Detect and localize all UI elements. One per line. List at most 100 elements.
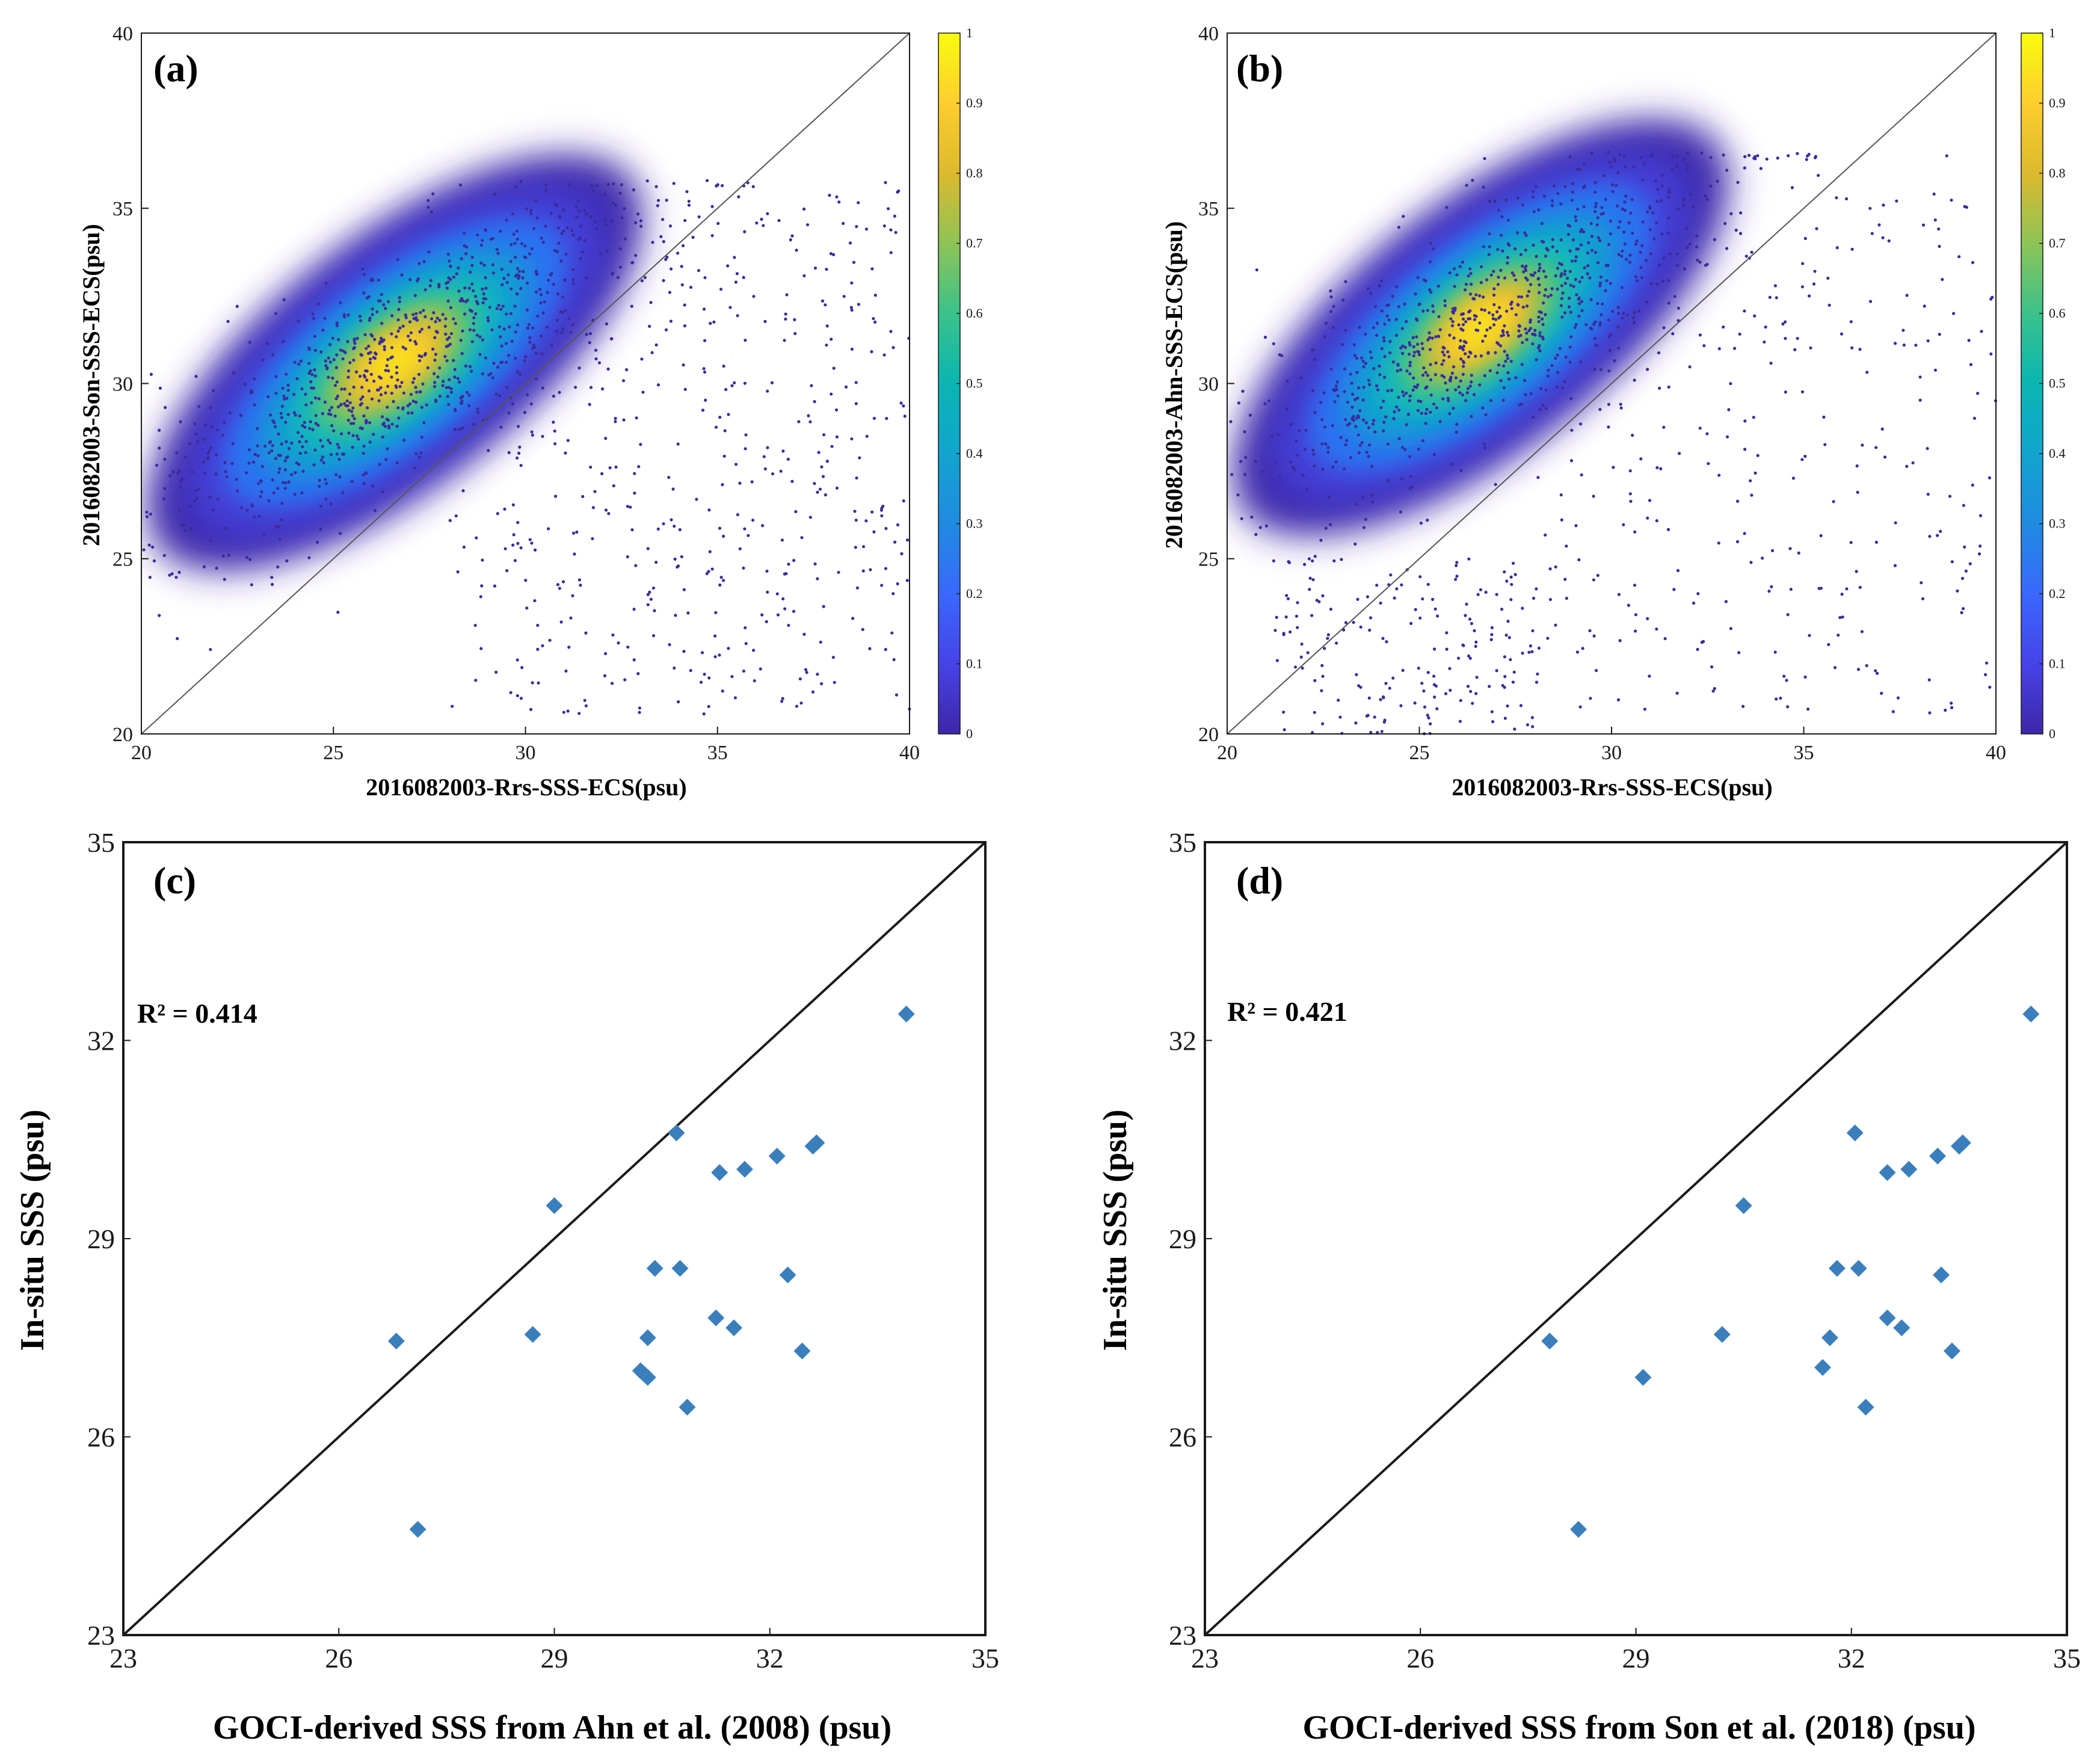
scatter-point (797, 420, 801, 424)
scatter-point (689, 285, 693, 289)
scatter-point (1503, 675, 1507, 679)
scatter-point (467, 393, 471, 397)
scatter-point (1230, 473, 1234, 476)
scatter-point (408, 278, 412, 282)
scatter-point (1432, 674, 1436, 678)
scatter-point (1380, 347, 1384, 351)
scatter-point (577, 578, 582, 582)
scatter-point (341, 491, 345, 494)
scatter-point (656, 204, 660, 208)
scatter-point (1301, 667, 1304, 670)
scatter-point (1369, 616, 1373, 620)
scatter-point (396, 378, 399, 382)
scatter-point (210, 425, 214, 428)
data-point (1893, 1319, 1911, 1337)
scatter-point (1399, 346, 1403, 350)
scatter-point (516, 694, 519, 698)
scatter-point (1876, 671, 1879, 675)
scatter-point (1506, 357, 1510, 360)
scatter-point (1352, 414, 1355, 418)
scatter-point (1837, 633, 1840, 637)
scatter-point (556, 292, 559, 295)
scatter-point (719, 288, 723, 291)
scatter-point (1901, 328, 1905, 332)
scatter-point (1408, 364, 1412, 368)
scatter-point (552, 420, 555, 424)
scatter-point (214, 472, 218, 476)
scatter-point (472, 328, 476, 332)
scatter-point (407, 334, 410, 338)
scatter-point (179, 485, 182, 488)
scatter-point (286, 389, 290, 392)
scatter-point (701, 408, 705, 412)
scatter-point (1619, 402, 1622, 406)
scatter-point (1671, 332, 1675, 336)
scatter-point (1610, 310, 1615, 313)
scatter-point (762, 455, 766, 458)
scatter-point (226, 319, 230, 323)
scatter-point (1296, 626, 1299, 629)
scatter-point (447, 386, 451, 389)
scatter-point (1575, 168, 1579, 171)
scatter-point (561, 580, 565, 584)
scatter-point (1649, 282, 1653, 285)
data-point (1821, 1329, 1838, 1346)
scatter-point (1336, 394, 1340, 398)
scatter-point (1561, 386, 1565, 390)
scatter-point (1459, 357, 1463, 361)
scatter-point (1554, 274, 1557, 278)
scatter-point (575, 215, 579, 220)
scatter-point (1362, 365, 1366, 369)
scatter-point (454, 322, 457, 325)
data-point (409, 1521, 426, 1538)
scatter-point (163, 457, 167, 461)
scatter-point (1313, 710, 1316, 714)
scatter-point (348, 392, 352, 396)
data-point (1569, 1521, 1587, 1538)
scatter-point (618, 265, 622, 269)
scatter-point (1551, 238, 1554, 241)
scatter-point (861, 627, 864, 632)
scatter-point (1608, 161, 1612, 164)
scatter-point (515, 292, 519, 296)
scatter-point (307, 556, 311, 559)
y-tick-label: 26 (87, 1422, 115, 1453)
scatter-point (632, 188, 635, 192)
scatter-point (359, 398, 363, 401)
scatter-point (1701, 639, 1705, 644)
scatter-point (516, 520, 520, 525)
scatter-point (553, 429, 556, 433)
scatter-point (1502, 386, 1506, 390)
scatter-point (685, 189, 689, 194)
scatter-point (380, 415, 384, 419)
scatter-point (329, 502, 333, 506)
scatter-point (511, 402, 514, 405)
scatter-point (164, 405, 167, 410)
scatter-point (197, 487, 200, 491)
scatter-point (614, 420, 617, 424)
scatter-point (726, 264, 730, 268)
scatter-point (533, 548, 537, 552)
scatter-point (882, 353, 886, 357)
scatter-point (1608, 348, 1612, 353)
scatter-point (1344, 443, 1347, 447)
scatter-point (328, 408, 331, 412)
scatter-point (280, 502, 284, 505)
scatter-point (343, 387, 346, 391)
scatter-point (710, 234, 714, 238)
scatter-point (519, 546, 523, 550)
scatter-point (1938, 244, 1941, 248)
scatter-point (540, 352, 544, 356)
scatter-point (1926, 339, 1930, 343)
scatter-point (654, 343, 658, 347)
scatter-point (1563, 273, 1566, 276)
scatter-point (1575, 208, 1580, 211)
scatter-point (833, 680, 836, 685)
scatter-point (1306, 651, 1310, 655)
scatter-point (1243, 430, 1246, 434)
scatter-point (422, 260, 426, 263)
scatter-point (1535, 680, 1539, 684)
scatter-point (1556, 353, 1559, 357)
scatter-point (247, 448, 251, 452)
scatter-point (1655, 282, 1659, 286)
